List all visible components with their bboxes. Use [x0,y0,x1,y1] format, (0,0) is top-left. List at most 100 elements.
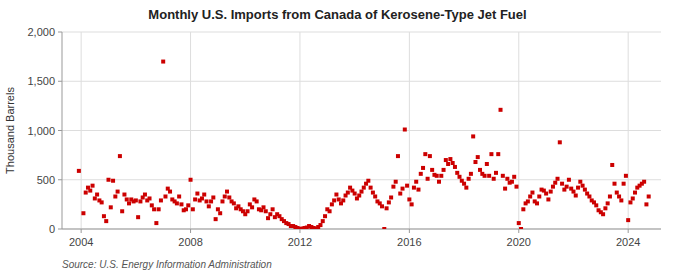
point [385,206,389,210]
point [423,152,427,156]
x-tick-label: 2016 [397,236,421,248]
y-grid-line [62,32,661,33]
point [120,209,124,213]
point [81,211,85,215]
point [118,154,122,158]
y-grid-line [62,229,661,230]
point [644,202,648,206]
point [407,197,411,201]
point [458,175,462,179]
point [218,211,222,215]
point [353,192,357,196]
point [261,205,265,209]
point [455,171,459,175]
point [360,190,364,194]
x-grid-line [628,32,629,229]
y-tick [58,179,62,180]
point [610,163,614,167]
point [421,166,425,170]
point [318,223,322,227]
point [148,196,152,200]
point [615,191,619,195]
point [380,204,384,208]
point [530,191,534,195]
point [127,201,131,205]
point [264,209,268,213]
point [246,209,250,213]
point [396,154,400,158]
point [494,171,498,175]
point [628,200,632,204]
point [546,197,550,201]
x-tick-label: 2024 [616,236,640,248]
point [567,178,571,182]
point [232,201,236,205]
point [157,207,161,211]
point [451,161,455,165]
point [405,184,409,188]
y-tick [58,81,62,82]
point [647,194,651,198]
point [446,162,450,166]
point [191,207,195,211]
point [448,157,452,161]
point [179,202,183,206]
x-grid-line [299,32,300,229]
point [202,193,206,197]
point [100,200,104,204]
x-tick [81,229,82,233]
point [501,174,505,178]
point [558,140,562,144]
point [492,177,496,181]
point [624,174,628,178]
point [496,152,500,156]
points [77,60,651,229]
point [122,193,126,197]
point [578,180,582,184]
point [84,191,88,195]
point [633,191,637,195]
y-tick-label: 2,000 [27,26,55,38]
point [515,185,519,189]
point [571,190,575,194]
point [521,207,525,211]
point [328,209,332,213]
point [487,174,491,178]
point [223,194,227,198]
point [334,193,338,197]
point [346,191,350,195]
point [439,174,443,178]
point [510,180,514,184]
point [77,169,81,173]
point [476,155,480,159]
point [193,197,197,201]
source-note: Source: U.S. Energy Information Administ… [62,259,272,270]
point [505,177,509,181]
point [362,186,366,190]
y-tick-label: 1,000 [27,125,55,137]
point [321,219,325,223]
point [88,189,92,193]
point [175,201,179,205]
point [152,207,156,211]
point [581,184,585,188]
point [435,174,439,178]
point [382,227,386,229]
x-tick-label: 2020 [507,236,531,248]
point [606,201,610,205]
point [154,221,158,225]
point [195,192,199,196]
point [462,182,466,186]
point [512,175,516,179]
point [401,187,405,191]
point [389,195,393,199]
point [410,202,414,206]
point [398,192,402,196]
point [211,195,215,199]
point [537,194,541,198]
point [387,200,391,204]
point [565,185,569,189]
point [467,177,471,181]
y-axis-label: Thousand Barrels [4,87,16,174]
y-tick-label: 0 [49,223,55,235]
